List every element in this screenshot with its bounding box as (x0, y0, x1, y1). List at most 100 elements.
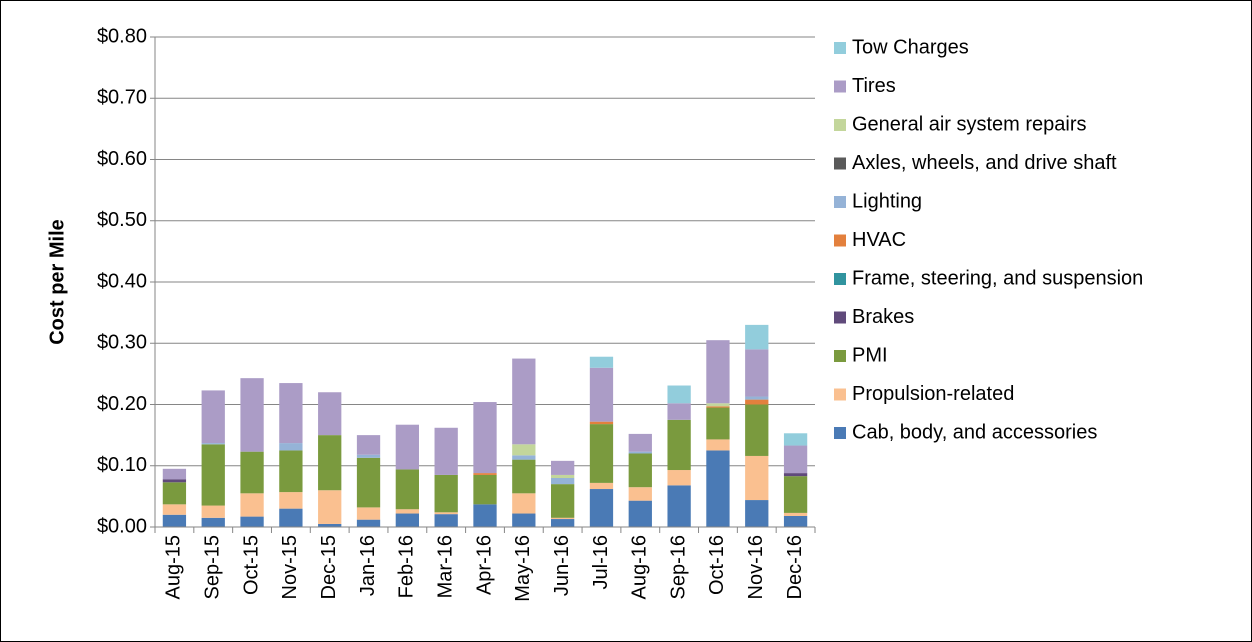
legend-label: Tow Charges (852, 36, 969, 58)
bar-segment (551, 517, 575, 520)
bar-segment (667, 419, 691, 471)
legend-swatch (834, 311, 846, 324)
y-tick-label: $0.80 (97, 25, 147, 47)
bar-segment (745, 500, 769, 527)
legend-label: Propulsion-related (852, 383, 1014, 405)
bar-segment (551, 484, 575, 518)
bar-segment (706, 407, 730, 440)
legend-label: Tires (852, 75, 896, 97)
bar-segment (473, 504, 497, 527)
bar-segment (783, 515, 808, 527)
bar-segment (512, 444, 536, 456)
bar-segment (745, 396, 769, 400)
bar-segment (589, 482, 614, 490)
bar-segment (473, 402, 497, 474)
legend-swatch (834, 388, 846, 401)
bar-segment (706, 406, 730, 408)
bar-segment (783, 476, 808, 513)
x-tick-label: Nov-15 (279, 535, 301, 599)
bar-segment (162, 504, 187, 515)
bar-segment (434, 512, 458, 515)
y-tick-label: $0.60 (97, 148, 147, 170)
x-tick-label: Oct-16 (706, 535, 728, 595)
bar-segment (628, 433, 652, 452)
bar-segment (589, 367, 614, 422)
legend-swatch (834, 273, 846, 285)
bar-segment (706, 340, 730, 404)
bar-segment (667, 470, 691, 486)
bar-segment (628, 487, 652, 501)
bar-segment (201, 444, 225, 506)
x-tick-label: Dec-16 (784, 535, 806, 599)
bar-segment (512, 493, 536, 514)
x-tick-label: Nov-16 (745, 535, 767, 599)
bar-segment (783, 512, 808, 516)
bar-segment (201, 505, 225, 518)
bar-segment (667, 485, 691, 527)
bar-segment (240, 516, 264, 527)
bar-segment (201, 443, 225, 445)
x-tick-label: Sep-16 (667, 535, 689, 600)
bar-segment (356, 435, 381, 455)
bar-segment (628, 453, 652, 488)
x-tick-label: Dec-15 (318, 535, 340, 599)
legend-label: General air system repairs (852, 113, 1087, 135)
bar-segment (783, 445, 808, 474)
bar-segment (162, 468, 187, 480)
bar-segment (783, 433, 808, 446)
bar-segment (318, 392, 342, 436)
bar-segment (667, 385, 691, 404)
x-tick-label: Oct-15 (240, 535, 262, 595)
legend-label: Axles, wheels, and drive shaft (852, 152, 1117, 174)
bar-segment (706, 439, 730, 451)
bar-segment (318, 435, 342, 491)
legend-label: PMI (852, 344, 888, 366)
bar-segment (395, 469, 419, 510)
bar-segment (745, 349, 769, 397)
bar-segment (162, 482, 187, 505)
bar-segment (395, 509, 419, 514)
bar-segment (356, 457, 381, 508)
bar-segment (512, 513, 536, 527)
bar-segment (434, 514, 458, 527)
y-axis-title: Cost per Mile (46, 219, 68, 345)
bar-segment (512, 459, 536, 494)
bar-segment (551, 478, 575, 485)
x-tick-label: Mar-16 (434, 535, 456, 598)
bar-segment (628, 451, 652, 454)
bar-segment (745, 324, 769, 350)
bar-segment (628, 500, 652, 527)
bar-segment (745, 404, 769, 456)
legend-label: Frame, steering, and suspension (852, 267, 1143, 289)
bar-segment (279, 450, 303, 493)
y-tick-label: $0.50 (97, 209, 147, 231)
legend-swatch (834, 427, 846, 439)
bar-segment (434, 474, 458, 513)
x-tick-label: Sep-15 (202, 535, 224, 600)
bar-segment (473, 473, 497, 475)
legend-swatch (834, 196, 846, 208)
x-tick-label: Jan-16 (357, 535, 379, 596)
y-tick-label: $0.00 (97, 515, 147, 537)
y-tick-label: $0.30 (97, 332, 147, 354)
legend-swatch (834, 157, 846, 170)
y-tick-label: $0.40 (97, 270, 147, 292)
bar-segment (745, 455, 769, 501)
bar-segment (240, 451, 264, 494)
x-tick-label: Aug-16 (629, 535, 651, 600)
bar-segment (395, 424, 419, 470)
bar-segment (589, 421, 614, 425)
legend-label: Cab, body, and accessories (852, 421, 1097, 443)
legend-label: HVAC (852, 229, 906, 251)
bar-segment (201, 390, 225, 444)
y-tick-label: $0.10 (97, 454, 147, 476)
bar-segment (551, 474, 575, 478)
bar-segment (318, 490, 342, 524)
bar-segment (589, 489, 614, 527)
legend-swatch (834, 80, 846, 93)
legend-label: Brakes (852, 306, 914, 328)
bar-segment (201, 517, 225, 527)
y-tick-label: $0.70 (97, 87, 147, 109)
